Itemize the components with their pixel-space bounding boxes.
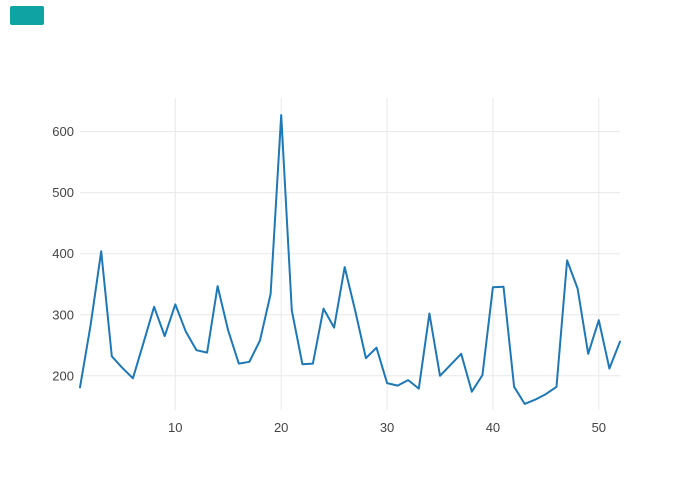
y-tick-label-500: 500 xyxy=(52,185,74,200)
x-tick-label-50: 50 xyxy=(592,420,606,435)
corner-badge xyxy=(10,6,44,25)
x-tick-label-40: 40 xyxy=(486,420,500,435)
x-tick-label-30: 30 xyxy=(380,420,394,435)
chart-line-trace-0 xyxy=(79,114,621,405)
y-tick-label-200: 200 xyxy=(52,368,74,383)
y-tick-label-600: 600 xyxy=(52,124,74,139)
y-tick-label-300: 300 xyxy=(52,307,74,322)
x-tick-label-10: 10 xyxy=(168,420,182,435)
y-tick-label-400: 400 xyxy=(52,246,74,261)
x-tick-label-20: 20 xyxy=(274,420,288,435)
